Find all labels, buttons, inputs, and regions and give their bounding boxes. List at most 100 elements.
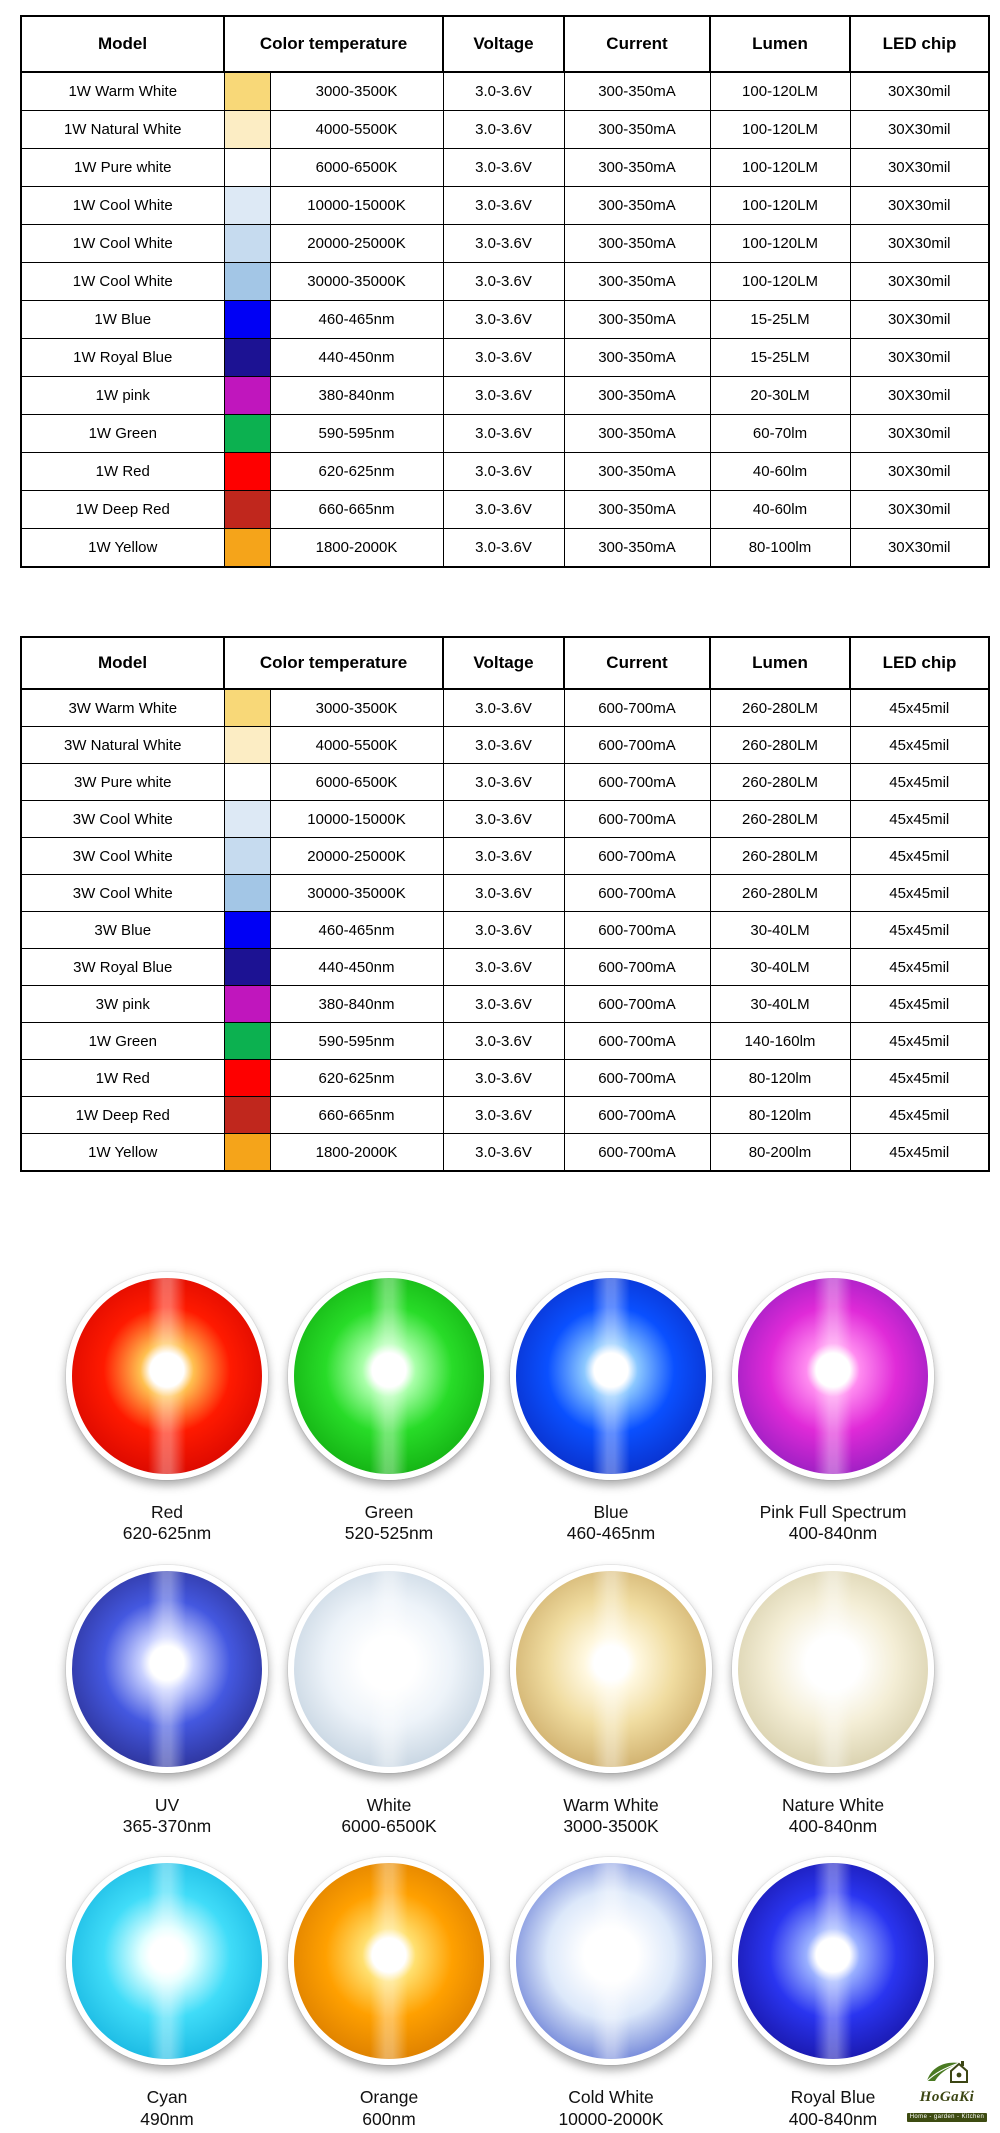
led-color-name: Warm White <box>563 1794 659 1815</box>
color-swatch <box>224 491 271 528</box>
color-temp-value: 30000-35000K <box>307 884 406 902</box>
led-color-name: Pink Full Spectrum <box>759 1502 907 1522</box>
model-cell: 3W Cool White <box>20 874 225 912</box>
voltage-cell: 3.0-3.6V <box>442 376 565 415</box>
col-header-lumen: Lumen <box>709 636 851 690</box>
led-photo-pink-full-spectrum <box>732 1272 934 1480</box>
model-cell: 1W Yellow <box>20 528 225 568</box>
lumen-cell: 30-40LM <box>709 948 851 986</box>
lumen-cell: 260-280LM <box>709 726 851 764</box>
led-wavelength: 620-625nm <box>122 1523 212 1544</box>
color-swatch <box>224 986 271 1022</box>
led-wavelength: 6000-6500K <box>341 1816 437 1837</box>
led-chip-cell: 45x45mil <box>849 1022 990 1060</box>
current-cell: 300-350mA <box>563 110 711 149</box>
voltage-cell: 3.0-3.6V <box>442 726 565 764</box>
current-cell: 600-700mA <box>563 948 711 986</box>
color-swatch <box>224 1023 271 1059</box>
led-chip-cell: 45x45mil <box>849 726 990 764</box>
voltage-cell: 3.0-3.6V <box>442 1022 565 1060</box>
model-cell: 3W Cool White <box>20 800 225 838</box>
led-color-name: Nature White <box>781 1794 885 1815</box>
color-temp-wrap: 3000-3500K <box>224 690 443 726</box>
current-cell: 300-350mA <box>563 148 711 187</box>
color-swatch <box>224 415 271 452</box>
table-row: 3W Cool White 30000-35000K 3.0-3.6V 600-700… <box>20 874 990 912</box>
brand-watermark: HoGaKi Home - garden - Kitchen <box>899 2059 995 2123</box>
lumen-cell: 100-120LM <box>709 110 851 149</box>
gallery-item-label: Red 620-625nm <box>56 1502 278 1545</box>
gallery-item-label: Cyan 490nm <box>56 2087 278 2130</box>
gallery-item-label: Cold White 10000-2000K <box>500 2087 722 2130</box>
color-temp-value: 440-450nm <box>318 958 395 976</box>
table-row: 3W Natural White 4000-5500K 3.0-3.6V 600-70… <box>20 726 990 764</box>
led-photo-nature-white <box>732 1564 934 1773</box>
model-cell: 3W Royal Blue <box>20 948 225 986</box>
color-swatch <box>224 727 271 763</box>
gallery-item-label: Blue 460-465nm <box>500 1502 722 1545</box>
led-chip-cell: 45x45mil <box>849 1059 990 1097</box>
voltage-cell: 3.0-3.6V <box>442 414 565 453</box>
led-wavelength: 600nm <box>362 2108 416 2129</box>
col-header-voltage: Voltage <box>442 636 565 690</box>
current-cell: 600-700mA <box>563 763 711 801</box>
table-row: 3W Warm White 3000-3500K 3.0-3.6V 600-700mA… <box>20 688 990 727</box>
current-cell: 300-350mA <box>563 71 711 111</box>
color-temp-wrap: 6000-6500K <box>224 764 443 800</box>
voltage-cell: 3.0-3.6V <box>442 148 565 187</box>
color-temp-wrap: 4000-5500K <box>224 727 443 763</box>
led-color-name: Royal Blue <box>790 2087 876 2108</box>
col-header-model: Model <box>20 15 225 73</box>
gallery-item-label: Pink Full Spectrum 400-840nm <box>722 1502 944 1545</box>
color-temp-wrap: 4000-5500K <box>224 111 443 148</box>
led-spec-sheet: { "table1": { "headers": ["Model", "Colo… <box>0 15 1000 2133</box>
color-temp-cell: 440-450nm <box>223 338 444 377</box>
leaf-house-icon <box>926 2061 968 2083</box>
table-row: 1W Natural White 4000-5500K 3.0-3.6V 300-35… <box>20 110 990 149</box>
current-cell: 300-350mA <box>563 528 711 568</box>
voltage-cell: 3.0-3.6V <box>442 186 565 225</box>
current-cell: 600-700mA <box>563 726 711 764</box>
col-header-led-chip: LED chip <box>849 636 990 690</box>
color-swatch <box>224 111 271 148</box>
led-chip-cell: 30X30mil <box>849 414 990 453</box>
led-wavelength: 520-525nm <box>344 1523 434 1544</box>
voltage-cell: 3.0-3.6V <box>442 911 565 949</box>
voltage-cell: 3.0-3.6V <box>442 490 565 529</box>
color-temp-wrap: 6000-6500K <box>224 149 443 186</box>
color-temp-cell: 10000-15000K <box>223 800 444 838</box>
color-swatch <box>224 187 271 224</box>
current-cell: 300-350mA <box>563 376 711 415</box>
led-chip-cell: 45x45mil <box>849 1096 990 1134</box>
spec-table-1w-body: 1W Warm White 3000-3500K 3.0-3.6V 300-350mA… <box>20 71 990 568</box>
color-swatch <box>224 529 271 566</box>
led-chip-cell: 30X30mil <box>849 186 990 225</box>
color-temp-value: 6000-6500K <box>315 159 398 176</box>
led-photo-white <box>288 1564 490 1773</box>
led-photo-uv <box>66 1564 268 1773</box>
color-temp-wrap: 440-450nm <box>224 949 443 985</box>
color-swatch <box>224 912 271 948</box>
model-cell: 3W Pure white <box>20 763 225 801</box>
lumen-cell: 20-30LM <box>709 376 851 415</box>
voltage-cell: 3.0-3.6V <box>442 688 565 727</box>
color-temp-cell: 460-465nm <box>223 300 444 339</box>
lumen-cell: 260-280LM <box>709 763 851 801</box>
lumen-cell: 15-25LM <box>709 300 851 339</box>
voltage-cell: 3.0-3.6V <box>442 800 565 838</box>
model-cell: 3W Warm White <box>20 688 225 727</box>
lumen-cell: 80-100lm <box>709 528 851 568</box>
lumen-cell: 100-120LM <box>709 262 851 301</box>
current-cell: 300-350mA <box>563 490 711 529</box>
color-temp-cell: 1800-2000K <box>223 528 444 568</box>
color-swatch <box>224 453 271 490</box>
led-photo-orange <box>288 1857 490 2066</box>
color-temp-wrap: 10000-15000K <box>224 801 443 837</box>
color-temp-wrap: 1800-2000K <box>224 1134 443 1170</box>
model-cell: 1W Blue <box>20 300 225 339</box>
header-row: Model Color temperature Voltage Current Lume… <box>20 636 990 690</box>
color-temp-wrap: 440-450nm <box>224 339 443 376</box>
color-swatch <box>224 801 271 837</box>
color-temp-value: 4000-5500K <box>315 121 398 138</box>
color-temp-value: 3000-3500K <box>315 83 398 100</box>
